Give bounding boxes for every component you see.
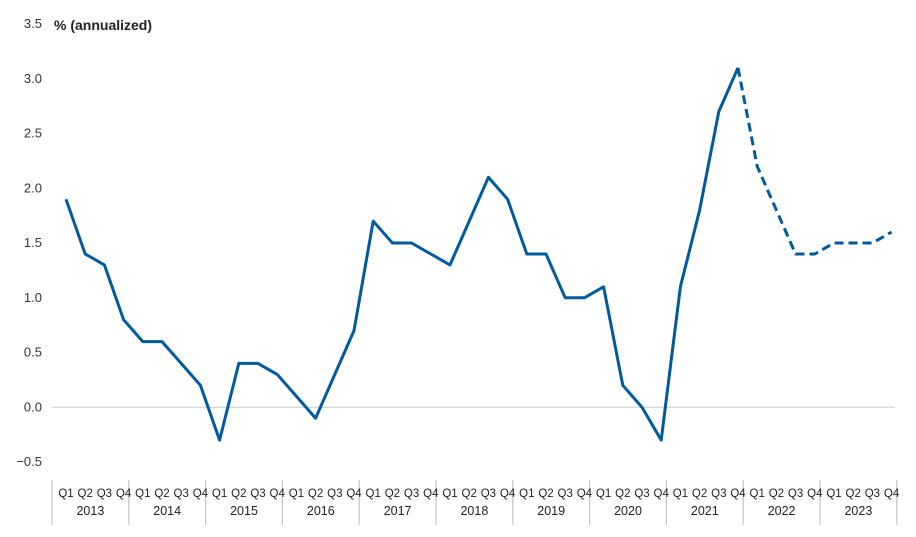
x-quarter-label: Q4: [884, 488, 900, 500]
y-tick-label: 3.0: [24, 71, 42, 86]
x-quarter-label: Q3: [558, 488, 573, 500]
x-quarter-label: Q2: [308, 488, 323, 500]
y-tick-label: 2.0: [24, 180, 42, 195]
y-tick-label: 1.0: [24, 290, 42, 305]
x-quarter-label: Q2: [78, 488, 93, 500]
x-quarter-label: Q2: [462, 488, 477, 500]
actual-series-line: [64, 67, 740, 442]
x-quarter-label: Q4: [270, 488, 286, 500]
x-year-label: 2023: [844, 504, 872, 518]
x-quarter-label: Q3: [788, 488, 803, 500]
x-quarter-label: Q2: [154, 488, 169, 500]
y-tick-label: 3.5: [24, 16, 42, 31]
x-quarter-label: Q1: [673, 488, 688, 500]
x-quarter-label: Q3: [404, 488, 419, 500]
x-quarter-label: Q3: [97, 488, 112, 500]
x-quarter-label: Q2: [385, 488, 400, 500]
x-quarter-label: Q4: [500, 488, 516, 500]
y-axis-label: % (annualized): [54, 17, 152, 33]
x-year-label: 2015: [230, 504, 258, 518]
x-quarter-label: Q3: [711, 488, 726, 500]
x-quarter-label: Q1: [366, 488, 381, 500]
x-quarter-label: Q4: [654, 488, 670, 500]
x-quarter-label: Q1: [519, 488, 534, 500]
x-quarter-label: Q4: [116, 488, 132, 500]
x-year-label: 2016: [307, 504, 335, 518]
x-quarter-label: Q4: [807, 488, 823, 500]
x-quarter-label: Q1: [212, 488, 227, 500]
y-tick-label: 0.0: [24, 399, 42, 414]
x-quarter-label: Q3: [865, 488, 880, 500]
x-quarter-label: Q1: [58, 488, 73, 500]
x-year-label: 2021: [691, 504, 719, 518]
x-year-label: 2018: [460, 504, 488, 518]
x-quarter-label: Q4: [193, 488, 209, 500]
x-year-label: 2013: [76, 504, 104, 518]
y-tick-label: −0.5: [16, 454, 42, 469]
x-year-label: 2020: [614, 504, 642, 518]
y-tick-label: 0.5: [24, 345, 42, 360]
x-quarter-label: Q1: [289, 488, 304, 500]
x-quarter-label: Q4: [346, 488, 362, 500]
x-quarter-label: Q1: [596, 488, 611, 500]
x-quarter-label: Q1: [826, 488, 841, 500]
y-tick-label: 2.5: [24, 126, 42, 141]
x-quarter-label: Q3: [481, 488, 496, 500]
x-quarter-label: Q2: [231, 488, 246, 500]
x-quarter-label: Q2: [692, 488, 707, 500]
x-quarter-label: Q2: [615, 488, 630, 500]
x-quarter-label: Q3: [250, 488, 265, 500]
x-quarter-label: Q2: [769, 488, 784, 500]
forecast-series-line: [736, 67, 893, 256]
y-axis: 3.5 3.0 2.5 2.0 1.5 1.0 0.5 0.0 −0.5: [16, 16, 42, 469]
x-quarter-label: Q3: [174, 488, 189, 500]
y-tick-label: 1.5: [24, 235, 42, 250]
x-quarter-label: Q3: [327, 488, 342, 500]
x-quarter-label: Q4: [577, 488, 593, 500]
x-quarter-label: Q2: [846, 488, 861, 500]
x-year-label: 2014: [153, 504, 181, 518]
x-quarter-label: Q1: [442, 488, 457, 500]
x-quarter-label: Q2: [538, 488, 553, 500]
x-quarter-label: Q4: [423, 488, 439, 500]
x-year-label: 2022: [768, 504, 796, 518]
x-year-label: 2019: [537, 504, 565, 518]
x-year-label: 2017: [384, 504, 412, 518]
x-quarter-label: Q1: [135, 488, 150, 500]
series-group: [64, 67, 893, 442]
x-quarter-label: Q4: [730, 488, 746, 500]
x-quarter-label: Q1: [750, 488, 765, 500]
x-quarter-label: Q3: [634, 488, 649, 500]
